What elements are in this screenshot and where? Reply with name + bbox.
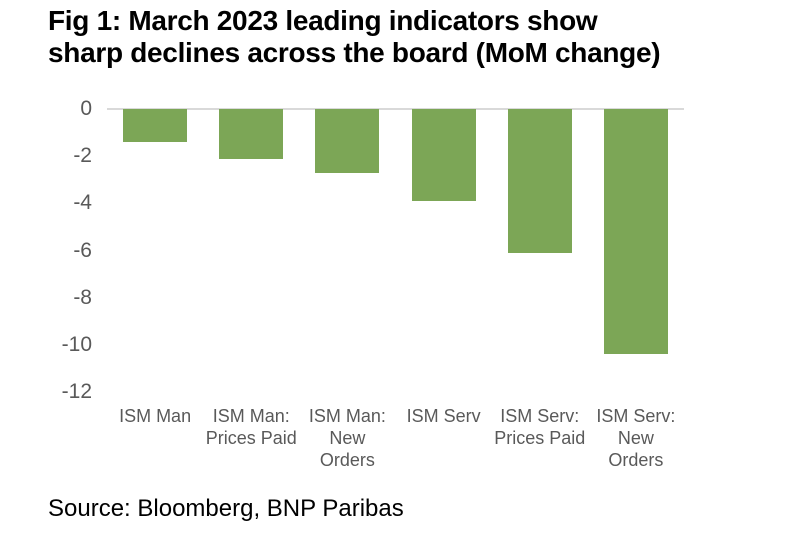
x-category-label: ISM Serv [406, 406, 481, 426]
bar-4 [411, 109, 476, 201]
x-category-label: ISM Serv: Prices Paid [494, 406, 586, 448]
x-category-label: ISM Man [119, 406, 192, 426]
y-tick-label: -6 [73, 238, 92, 262]
bar-3 [315, 109, 380, 173]
x-axis-labels: ISM Man ISM Man: Prices Paid ISM Man: New … [107, 405, 684, 475]
bar-1 [123, 109, 188, 142]
y-tick-label: 0 [80, 97, 92, 120]
zero-gridline [107, 108, 684, 110]
bar-2 [219, 109, 284, 159]
x-category-label: ISM Serv: New Orders [596, 406, 676, 470]
plot-area [107, 109, 684, 392]
bar-5 [507, 109, 572, 253]
y-tick-label: -12 [61, 380, 92, 403]
x-category-label: ISM Man: Prices Paid [205, 406, 297, 448]
figure-title: Fig 1: March 2023 leading indicators sho… [48, 5, 661, 68]
y-tick-label: -10 [61, 332, 92, 356]
y-tick-label: -2 [73, 144, 92, 168]
y-tick-label: -8 [73, 285, 92, 309]
y-tick-label: -4 [73, 191, 92, 215]
bar-6 [603, 109, 668, 354]
x-category-label: ISM Man: New Orders [308, 406, 386, 470]
y-axis: 0 -2 -4 -6 -8 -10 -12 [0, 97, 92, 403]
source-note: Source: Bloomberg, BNP Paribas [48, 495, 404, 522]
